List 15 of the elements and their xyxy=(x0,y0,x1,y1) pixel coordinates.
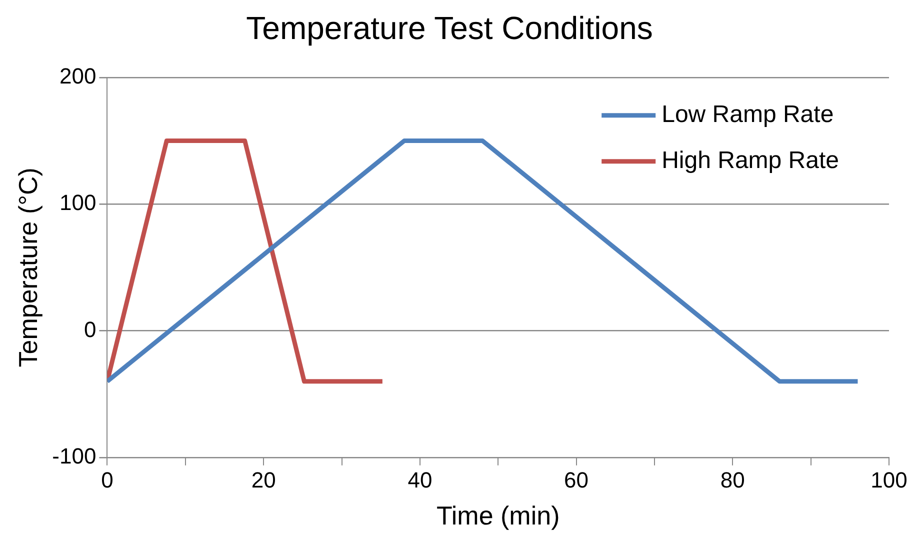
x-tick-label: 40 xyxy=(408,468,432,493)
chart-title: Temperature Test Conditions xyxy=(246,10,653,46)
y-tick-label: -100 xyxy=(52,443,96,468)
x-tick-label: 80 xyxy=(720,468,745,493)
x-tick-label: 100 xyxy=(870,468,908,493)
legend-label: High Ramp Rate xyxy=(662,147,840,174)
y-axis-title: Temperature (°C) xyxy=(12,168,43,368)
y-tick-label: 100 xyxy=(60,190,96,216)
x-tick-label: 20 xyxy=(251,468,276,493)
x-tick-label: 60 xyxy=(564,468,589,493)
y-tick-label: 0 xyxy=(84,316,96,342)
legend-label: Low Ramp Rate xyxy=(662,101,834,128)
x-tick-label: 0 xyxy=(101,468,114,493)
x-axis-title: Time (min) xyxy=(436,500,560,531)
y-tick-label: 200 xyxy=(60,63,96,88)
